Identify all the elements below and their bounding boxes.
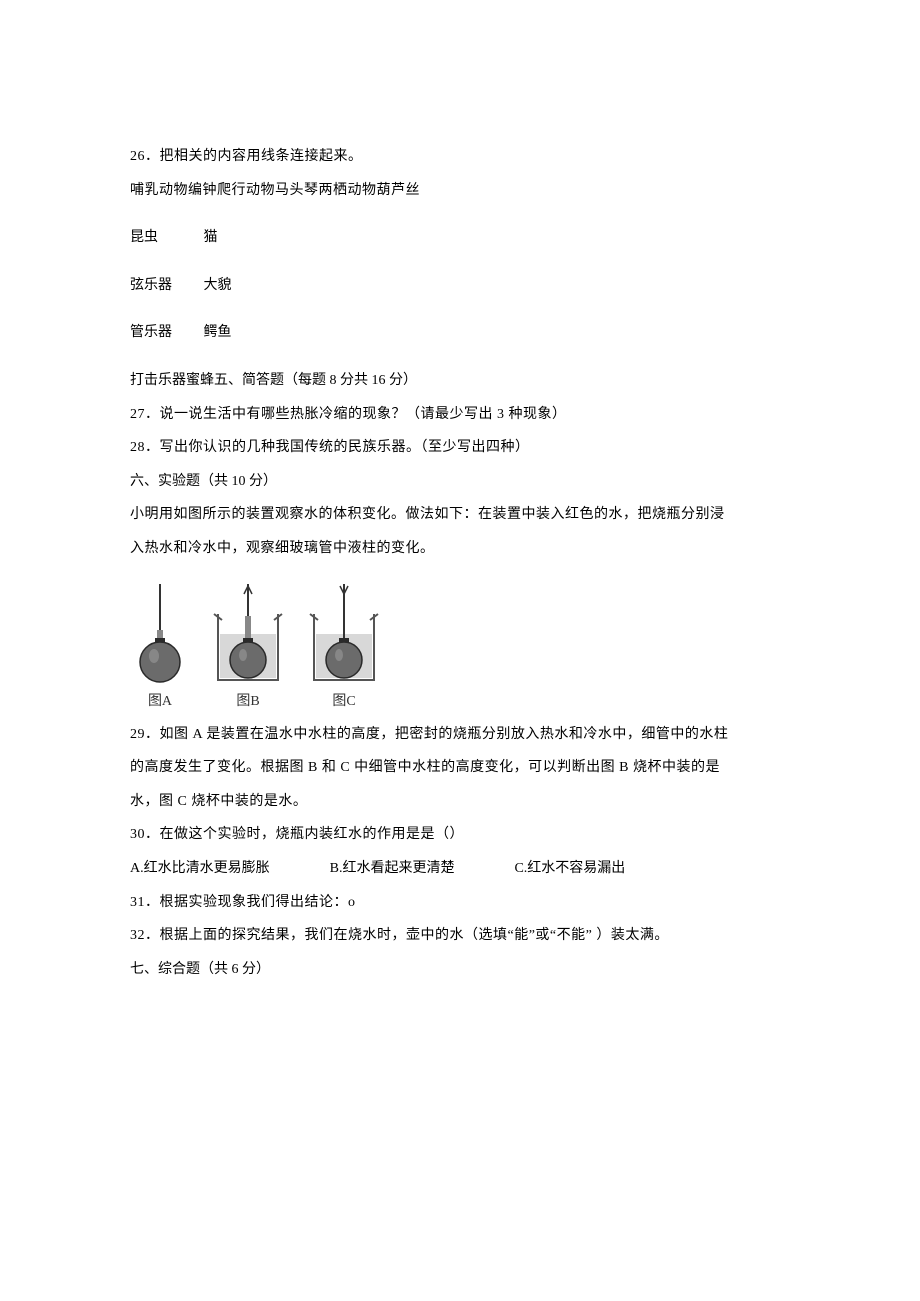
match-right-0: 猫 (204, 230, 218, 245)
q32-number: 32 (130, 928, 145, 943)
q29-line1: 29．如图 A 是装置在温水中水柱的高度，把密封的烧瓶分别放入热水和冷水中，细管… (130, 718, 790, 752)
figure-a-label: 图A (148, 690, 172, 710)
q31-line: 31．根据实验现象我们得出结论：o (130, 886, 790, 920)
match-pair-2: 管乐器 鳄鱼 (130, 316, 790, 350)
section5-header: 打击乐器蜜蜂五、简答题（每题 8 分共 16 分） (130, 364, 790, 398)
q27-number: 27 (130, 407, 145, 422)
q28-number: 28 (130, 440, 145, 455)
match-left-2: 管乐器 (130, 316, 200, 350)
q31-number: 31 (130, 895, 145, 910)
q27-text: ．说一说生活中有哪些热胀冷缩的现象？（请最少写出 3 种现象） (145, 407, 567, 422)
q30-option-a: A.红水比清水更易膨胀 (130, 852, 270, 886)
q26-line1: 26．把相关的内容用线条连接起来。 (130, 140, 790, 174)
q32-line: 32．根据上面的探究结果，我们在烧水时，壶中的水（选填“能”或“不能” ）装太满… (130, 919, 790, 953)
q28-text: ．写出你认识的几种我国传统的民族乐器。（至少写出四种） (145, 440, 530, 455)
q29-text1: ．如图 A 是装置在温水中水柱的高度，把密封的烧瓶分别放入热水和冷水中，细管中的… (145, 727, 728, 742)
experiment-intro-1: 小明用如图所示的装置观察水的体积变化。做法如下：在装置中装入红色的水，把烧瓶分别… (130, 498, 790, 532)
q31-text: ．根据实验现象我们得出结论：o (145, 895, 356, 910)
section6-header: 六、实验题（共 10 分） (130, 465, 790, 499)
figure-c: 图C (306, 584, 382, 710)
q29-line3: 水，图 C 烧杯中装的是水。 (130, 785, 790, 819)
match-pair-1: 弦乐器 大貌 (130, 269, 790, 303)
match-right-2: 鳄鱼 (204, 325, 232, 340)
match-right-1: 大貌 (204, 278, 232, 293)
flask-b-svg (210, 584, 286, 684)
figure-a: 图A (130, 584, 190, 710)
q26-text: ．把相关的内容用线条连接起来。 (145, 149, 363, 164)
q30-option-c: C.红水不容易漏出 (514, 852, 625, 886)
q32-text: ．根据上面的探究结果，我们在烧水时，壶中的水（选填“能”或“不能” ）装太满。 (145, 928, 669, 943)
q30-option-b: B.红水看起来更清楚 (330, 852, 455, 886)
match-left-0: 昆虫 (130, 221, 200, 255)
section7-header: 七、综合题（共 6 分） (130, 953, 790, 987)
q26-number: 26 (130, 149, 145, 164)
q29-number: 29 (130, 727, 145, 742)
q27-line: 27．说一说生活中有哪些热胀冷缩的现象？（请最少写出 3 种现象） (130, 398, 790, 432)
q26-line2: 哺乳动物编钟爬行动物马头琴两栖动物葫芦丝 (130, 174, 790, 208)
figure-b-label: 图B (236, 690, 259, 710)
q30-options: A.红水比清水更易膨胀 B.红水看起来更清楚 C.红水不容易漏出 (130, 852, 790, 886)
figure-container: 图A 图B 图C (130, 584, 790, 710)
match-pair-0: 昆虫 猫 (130, 221, 790, 255)
q28-line: 28．写出你认识的几种我国传统的民族乐器。（至少写出四种） (130, 431, 790, 465)
q30-number: 30 (130, 827, 145, 842)
experiment-intro-2: 入热水和冷水中，观察细玻璃管中液柱的变化。 (130, 532, 790, 566)
match-left-1: 弦乐器 (130, 269, 200, 303)
figure-c-label: 图C (332, 690, 355, 710)
figure-b: 图B (210, 584, 286, 710)
q29-line2: 的高度发生了变化。根据图 B 和 C 中细管中水柱的高度变化，可以判断出图 B … (130, 751, 790, 785)
q30-text: ．在做这个实验时，烧瓶内装红水的作用是是（） (145, 827, 464, 842)
q30-line: 30．在做这个实验时，烧瓶内装红水的作用是是（） (130, 818, 790, 852)
flask-a-svg (130, 584, 190, 684)
flask-c-svg (306, 584, 382, 684)
